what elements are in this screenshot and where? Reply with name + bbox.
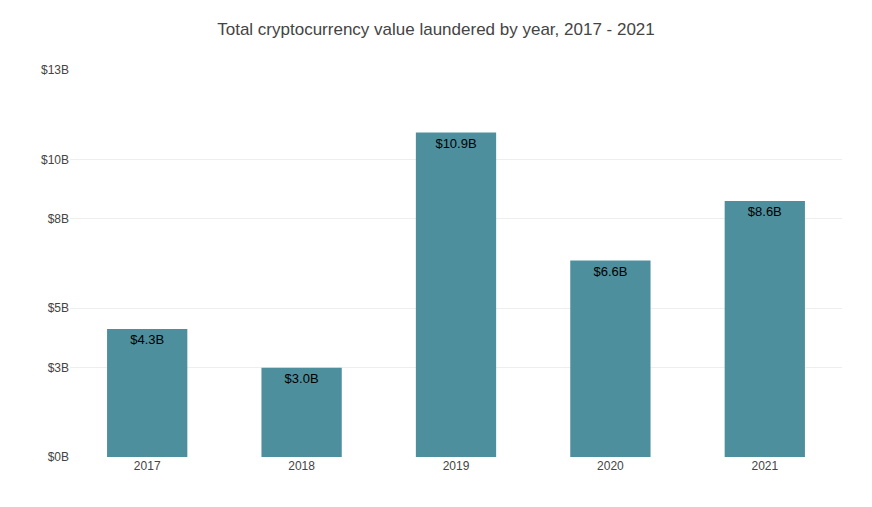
svg-text:2021: 2021 — [751, 459, 778, 473]
svg-text:$8B: $8B — [48, 212, 69, 226]
svg-text:$4.3B: $4.3B — [130, 332, 164, 347]
svg-text:2018: 2018 — [288, 459, 315, 473]
svg-text:$13B: $13B — [41, 63, 69, 77]
svg-text:$0B: $0B — [48, 450, 69, 464]
svg-text:$10.9B: $10.9B — [435, 136, 476, 151]
svg-text:$5B: $5B — [48, 301, 69, 315]
svg-text:Total cryptocurrency value lau: Total cryptocurrency value laundered by … — [217, 20, 655, 39]
svg-text:2019: 2019 — [443, 459, 470, 473]
svg-text:$6.6B: $6.6B — [593, 264, 627, 279]
svg-text:$3.0B: $3.0B — [285, 371, 319, 386]
svg-text:2017: 2017 — [134, 459, 161, 473]
svg-text:2020: 2020 — [597, 459, 624, 473]
svg-text:$8.6B: $8.6B — [748, 204, 782, 219]
svg-text:$3B: $3B — [48, 361, 69, 375]
svg-text:$10B: $10B — [41, 153, 69, 167]
